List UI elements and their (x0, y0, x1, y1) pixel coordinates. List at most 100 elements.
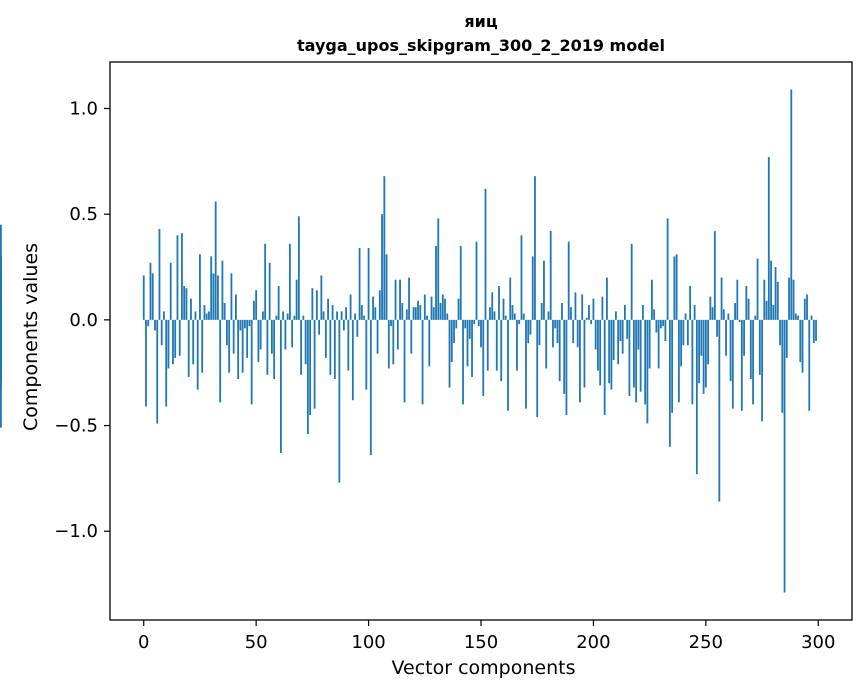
bar (214, 201, 217, 320)
bar (262, 311, 264, 320)
bar (340, 311, 343, 320)
bar (408, 277, 410, 320)
bar (482, 319, 485, 396)
bar (776, 281, 779, 320)
bar (381, 214, 383, 320)
bar (208, 311, 210, 320)
bar (190, 298, 192, 320)
bar (318, 319, 321, 335)
bar (504, 315, 507, 320)
bar (475, 241, 478, 320)
bar (338, 319, 341, 483)
bar (145, 319, 147, 407)
bar (671, 319, 674, 413)
bar (428, 319, 431, 367)
bar (376, 319, 379, 354)
bar (250, 319, 253, 405)
bar (801, 319, 804, 373)
bar (700, 319, 703, 356)
bar (684, 313, 687, 320)
bar (484, 188, 487, 320)
bar (790, 89, 793, 320)
bar (619, 319, 622, 341)
bar (385, 254, 388, 320)
bar (803, 298, 806, 320)
bar (518, 319, 521, 325)
bar (585, 317, 588, 320)
bar (210, 256, 213, 320)
bar (239, 319, 242, 331)
bar (311, 288, 314, 320)
bar (399, 279, 401, 320)
bar (185, 288, 188, 320)
bar (253, 300, 255, 320)
bar (513, 313, 516, 320)
bar (583, 319, 586, 388)
bar (621, 319, 624, 354)
bar (228, 319, 231, 373)
bar (315, 290, 318, 320)
bar (223, 302, 226, 320)
bar (781, 319, 784, 413)
bar (808, 319, 811, 411)
bar (293, 315, 296, 320)
bar (635, 319, 638, 403)
bar (785, 319, 788, 358)
bar (230, 273, 233, 320)
bar (779, 319, 781, 346)
bar (657, 319, 660, 369)
bar (174, 319, 177, 358)
bar (502, 298, 505, 320)
bar (297, 216, 300, 320)
bar (662, 319, 665, 327)
bar (659, 319, 662, 329)
bar (563, 319, 566, 394)
bar (641, 305, 644, 320)
bar (345, 307, 347, 320)
bar (493, 311, 496, 320)
bar (423, 294, 426, 320)
bar (450, 319, 453, 363)
bar (709, 296, 712, 320)
bar (154, 319, 156, 331)
bar (486, 319, 489, 371)
bar (567, 241, 570, 320)
bar (594, 319, 597, 350)
bar (232, 319, 235, 354)
bar (774, 267, 777, 320)
bar (682, 319, 685, 346)
bar (241, 319, 244, 373)
bar (255, 290, 258, 320)
bar (464, 319, 467, 329)
bar (608, 319, 611, 384)
bar (664, 319, 667, 341)
bar (226, 319, 228, 346)
bar (675, 254, 678, 320)
bar (354, 313, 356, 320)
bar (617, 319, 620, 365)
bar (498, 286, 500, 320)
bar (599, 319, 602, 386)
bar (288, 243, 291, 320)
bar (264, 243, 267, 320)
bar (527, 319, 530, 344)
x-tick-label: 50 (245, 632, 268, 653)
bar (360, 305, 363, 320)
bar (590, 319, 593, 325)
bar (576, 319, 579, 348)
bar (711, 307, 714, 320)
bar (401, 302, 404, 320)
bar (448, 319, 451, 388)
bar (561, 302, 563, 320)
bar (468, 319, 471, 339)
chart-title: яиц (464, 12, 498, 31)
bar (455, 319, 458, 329)
bar (761, 319, 763, 422)
bars-group (0, 89, 817, 593)
bar (743, 319, 745, 356)
bar (378, 290, 381, 320)
bar (421, 319, 424, 405)
bar (653, 309, 656, 320)
bar (565, 319, 568, 415)
bar (306, 319, 309, 434)
